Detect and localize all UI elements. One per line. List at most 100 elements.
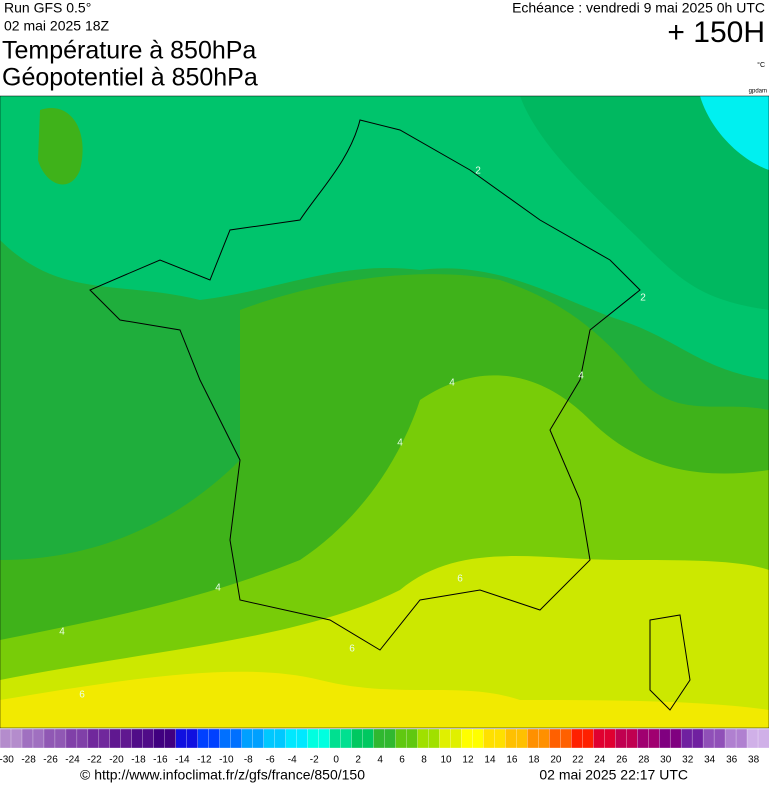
legend-label: 20 — [550, 755, 562, 766]
legend-swatch — [450, 728, 462, 749]
map — [0, 95, 769, 729]
contour-label: 4 — [215, 583, 221, 594]
legend-swatch — [164, 728, 177, 749]
legend-swatch — [54, 728, 67, 749]
legend-swatch — [32, 728, 45, 749]
legend-swatch — [252, 728, 265, 749]
unit2: gpdam — [749, 89, 767, 95]
legend-swatch — [285, 728, 298, 749]
legend-swatch — [175, 728, 188, 749]
generated-time: 02 mai 2025 22:17 UTC — [539, 767, 688, 783]
legend-swatch — [21, 728, 34, 749]
legend-label: 26 — [616, 755, 628, 766]
legend-swatch — [318, 728, 331, 749]
legend-swatch — [516, 728, 528, 749]
legend-swatch — [702, 728, 715, 749]
legend-label: 28 — [638, 755, 650, 766]
legend-swatch — [219, 728, 232, 749]
contour-label: 2 — [640, 293, 646, 304]
legend-swatch — [362, 728, 374, 749]
legend-label: 6 — [399, 755, 405, 766]
run: Run GFS 0.5° — [4, 0, 91, 16]
contour-label: 6 — [349, 644, 355, 655]
legend-label: -30 — [0, 755, 14, 766]
contour-label: 4 — [59, 627, 65, 638]
legend-swatch — [593, 728, 605, 749]
legend-swatch — [494, 728, 506, 749]
contour-label: 2 — [475, 166, 481, 177]
legend-swatch — [241, 728, 254, 749]
legend-label: 12 — [462, 755, 474, 766]
legend-label: -18 — [131, 755, 146, 766]
legend-label: -10 — [219, 755, 234, 766]
legend-swatch — [472, 728, 484, 749]
legend-swatch — [735, 728, 748, 749]
legend-swatch — [669, 728, 682, 749]
legend-label: -26 — [43, 755, 58, 766]
legend-swatch — [351, 728, 363, 749]
legend-swatch — [76, 728, 89, 749]
legend-label: -24 — [65, 755, 80, 766]
legend-label: 32 — [682, 755, 694, 766]
legend-swatch — [549, 728, 561, 749]
legend-swatch — [658, 728, 671, 749]
legend-swatch — [109, 728, 122, 749]
legend-label: -28 — [21, 755, 36, 766]
legend-label: 10 — [440, 755, 452, 766]
legend-swatch — [648, 728, 660, 749]
legend-label: -4 — [288, 755, 297, 766]
legend-swatch — [329, 728, 342, 749]
legend-swatch — [10, 728, 23, 749]
legend-swatch — [428, 728, 440, 749]
legend-label: -12 — [197, 755, 212, 766]
legend-swatch — [142, 728, 155, 749]
legend-swatch — [527, 728, 539, 749]
valid-time: Echéance : vendredi 9 mai 2025 0h UTC — [512, 0, 765, 16]
legend-swatch — [87, 728, 100, 749]
unit: °C — [757, 61, 765, 69]
legend-swatch — [274, 728, 287, 749]
legend-swatch — [680, 728, 693, 749]
legend-swatch — [637, 728, 649, 749]
legend-swatch — [340, 728, 352, 749]
legend-label: 18 — [528, 755, 540, 766]
legend-swatch — [439, 728, 451, 749]
contour-label: 4 — [397, 438, 403, 449]
lead-time: + 150H — [667, 16, 765, 49]
legend-swatch — [307, 728, 320, 749]
legend-swatch — [406, 728, 418, 749]
legend-swatch — [0, 728, 12, 749]
legend-swatch — [208, 728, 221, 749]
legend-swatch — [417, 728, 429, 749]
legend-swatch — [757, 728, 769, 749]
legend-label: 24 — [594, 755, 606, 766]
legend-label: 34 — [704, 755, 716, 766]
contour-label: 6 — [457, 574, 463, 585]
run-date: 02 mai 2025 18Z — [4, 18, 110, 34]
legend-swatch — [263, 728, 276, 749]
legend-label: 16 — [506, 755, 518, 766]
legend-swatch — [43, 728, 56, 749]
legend-label: -22 — [87, 755, 102, 766]
legend-swatch — [296, 728, 309, 749]
legend-label: 2 — [355, 755, 361, 766]
title: Température à 850hPa — [2, 37, 256, 65]
legend-swatch — [571, 728, 583, 749]
legend-label: -2 — [310, 755, 319, 766]
contour-label: 6 — [79, 690, 85, 701]
legend-label: 38 — [748, 755, 760, 766]
subtitle: Géopotentiel à 850hPa — [2, 64, 258, 92]
legend-label: 8 — [421, 755, 427, 766]
legend-label: 14 — [484, 755, 496, 766]
legend-swatch — [384, 728, 396, 749]
legend-swatch — [560, 728, 572, 749]
legend-swatch — [461, 728, 473, 749]
legend-swatch — [626, 728, 638, 749]
legend-swatch — [483, 728, 495, 749]
legend-label: -20 — [109, 755, 124, 766]
legend-swatch — [691, 728, 704, 749]
legend-label: 36 — [726, 755, 738, 766]
legend-swatch — [373, 728, 385, 749]
legend-swatch — [153, 728, 166, 749]
